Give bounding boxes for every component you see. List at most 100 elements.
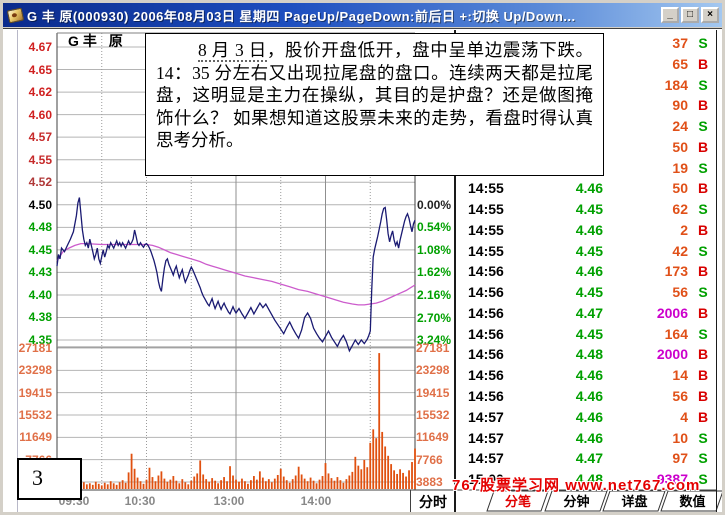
percent-axis-label: 2.70% bbox=[417, 310, 452, 325]
tick-price: 4.46 bbox=[575, 221, 603, 238]
time-axis-label: 13:00 bbox=[213, 494, 245, 508]
page-number-box: 3 bbox=[17, 458, 82, 500]
price-axis-label: 4.43 bbox=[28, 265, 52, 280]
volume-axis-label-left: 23298 bbox=[18, 363, 52, 378]
tick-buy-sell-flag: S bbox=[698, 429, 708, 446]
tick-price: 4.45 bbox=[575, 284, 603, 301]
tick-time: 14:55 bbox=[468, 201, 504, 218]
annotation-date: 8 月 3 日 bbox=[198, 40, 267, 62]
tick-buy-sell-flag: S bbox=[698, 35, 708, 51]
tick-time: 14:57 bbox=[468, 429, 504, 446]
tick-row: 14:55 4.45 62 S bbox=[458, 199, 716, 220]
percent-axis-label: 0.00% bbox=[417, 197, 452, 212]
watermark: 767股票学习网 www.net767.com bbox=[452, 477, 701, 494]
tick-volume: 65 bbox=[672, 55, 688, 72]
left-gutter-line bbox=[17, 30, 18, 512]
tick-buy-sell-flag: S bbox=[698, 76, 708, 93]
volume-axis-label-left: 27181 bbox=[18, 341, 52, 355]
tick-volume: 90 bbox=[672, 97, 688, 114]
volume-axis-label-left: 15532 bbox=[18, 407, 52, 422]
price-axis-label: 4.55 bbox=[28, 152, 52, 167]
price-axis-label: 4.40 bbox=[28, 287, 52, 302]
tick-buy-sell-flag: B bbox=[697, 304, 709, 321]
title-bar[interactable]: G 丰 原(000930) 2006年08月03日 星期四 PageUp/Pag… bbox=[3, 3, 722, 27]
tick-time: 14:56 bbox=[468, 346, 504, 363]
tick-row: 14:56 4.47 2006 B bbox=[458, 303, 716, 324]
tick-volume: 184 bbox=[664, 76, 688, 93]
tick-row: 14:57 4.46 4 B bbox=[458, 407, 716, 428]
minimize-button[interactable]: _ bbox=[661, 7, 679, 23]
tick-row: 24 S bbox=[458, 116, 716, 137]
tick-volume: 14 bbox=[672, 367, 688, 384]
volume-axis-label-right: 11649 bbox=[416, 430, 449, 445]
tick-row: 14:56 4.45 164 S bbox=[458, 324, 716, 345]
close-button[interactable]: × bbox=[701, 7, 719, 23]
volume-axis-label-right: 27181 bbox=[416, 341, 450, 355]
price-axis-label: 4.48 bbox=[28, 220, 52, 235]
time-axis-label: 14:00 bbox=[300, 494, 332, 508]
tick-volume: 62 bbox=[672, 201, 688, 218]
price-axis-label: 4.45 bbox=[28, 242, 52, 257]
time-axis-label: 10:30 bbox=[124, 494, 156, 508]
tick-buy-sell-flag: B bbox=[697, 263, 709, 280]
tick-price: 4.46 bbox=[575, 367, 603, 384]
tick-row: 14:55 4.46 50 B bbox=[458, 178, 716, 199]
tick-price: 4.45 bbox=[575, 325, 603, 342]
tick-row: 14:56 4.46 56 B bbox=[458, 386, 716, 407]
tick-row: 50 B bbox=[458, 137, 716, 158]
volume-axis-label-right: 7766 bbox=[416, 452, 443, 467]
tick-volume: 10 bbox=[672, 429, 688, 446]
tick-row: 14:56 4.46 14 B bbox=[458, 365, 716, 386]
percent-axis-label: 0.54% bbox=[417, 220, 452, 235]
tick-buy-sell-flag: B bbox=[697, 408, 709, 425]
volume-axis-label-right: 23298 bbox=[416, 363, 450, 378]
percent-axis-label: 1.62% bbox=[417, 265, 452, 280]
tick-volume: 97 bbox=[672, 450, 688, 467]
tick-buy-sell-flag: S bbox=[698, 118, 708, 135]
tick-price: 4.46 bbox=[575, 388, 603, 405]
tick-row: 14:55 4.46 2 B bbox=[458, 220, 716, 241]
fenshi-tab-divider bbox=[410, 490, 411, 512]
tick-buy-sell-flag: B bbox=[697, 97, 709, 114]
tick-row: 90 B bbox=[458, 95, 716, 116]
tick-buy-sell-flag: S bbox=[698, 450, 708, 467]
page-number: 3 bbox=[32, 465, 43, 490]
tick-volume: 24 bbox=[672, 118, 688, 135]
tick-time: 14:57 bbox=[468, 408, 504, 425]
tick-time: 14:56 bbox=[468, 388, 504, 405]
tick-price: 4.47 bbox=[575, 304, 603, 321]
tick-buy-sell-flag: B bbox=[697, 346, 709, 363]
tick-time: 14:55 bbox=[468, 180, 504, 197]
percent-axis-label: 1.08% bbox=[417, 242, 452, 257]
volume-axis-label-right: 15532 bbox=[416, 407, 450, 422]
tab-fenshi[interactable]: 分时 bbox=[419, 494, 447, 510]
window-title: G 丰 原(000930) 2006年08月03日 星期四 PageUp/Pag… bbox=[27, 8, 576, 24]
price-axis-label: 4.65 bbox=[28, 62, 52, 77]
price-axis-label: 4.50 bbox=[28, 197, 52, 212]
tick-time: 14:56 bbox=[468, 367, 504, 384]
price-axis-label: 4.62 bbox=[28, 85, 52, 100]
annotation-text: 8 月 3 日，股价开盘低开，盘中呈单边震荡下跌。14：35 分左右又出现拉尾盘… bbox=[156, 40, 594, 150]
price-axis-label: 4.52 bbox=[28, 175, 52, 190]
tick-price: 4.46 bbox=[575, 263, 603, 280]
tick-volume: 37 bbox=[672, 35, 688, 51]
tick-time: 15:00 bbox=[468, 471, 504, 488]
volume-axis-label-left: 19415 bbox=[18, 385, 52, 400]
tick-row: 14:57 4.46 10 S bbox=[458, 428, 716, 449]
maximize-button[interactable]: □ bbox=[681, 7, 699, 23]
volume-axis-label-left: 11649 bbox=[19, 430, 52, 445]
tick-time: 14:56 bbox=[468, 284, 504, 301]
tick-volume: 4 bbox=[680, 408, 688, 425]
tick-time: 14:56 bbox=[468, 263, 504, 280]
tick-buy-sell-flag: B bbox=[697, 138, 709, 155]
tick-row: 14:55 4.45 42 S bbox=[458, 241, 716, 262]
tick-buy-sell-flag: S bbox=[698, 242, 708, 259]
tick-row: 14:56 4.46 173 B bbox=[458, 261, 716, 282]
tick-volume: 9387 bbox=[656, 471, 688, 488]
tick-row: 14:56 4.48 2000 B bbox=[458, 344, 716, 365]
tick-time: 14:56 bbox=[468, 325, 504, 342]
tick-price: 4.46 bbox=[575, 429, 603, 446]
tick-volume: 173 bbox=[664, 263, 688, 280]
window-controls: _ □ × bbox=[661, 7, 719, 23]
